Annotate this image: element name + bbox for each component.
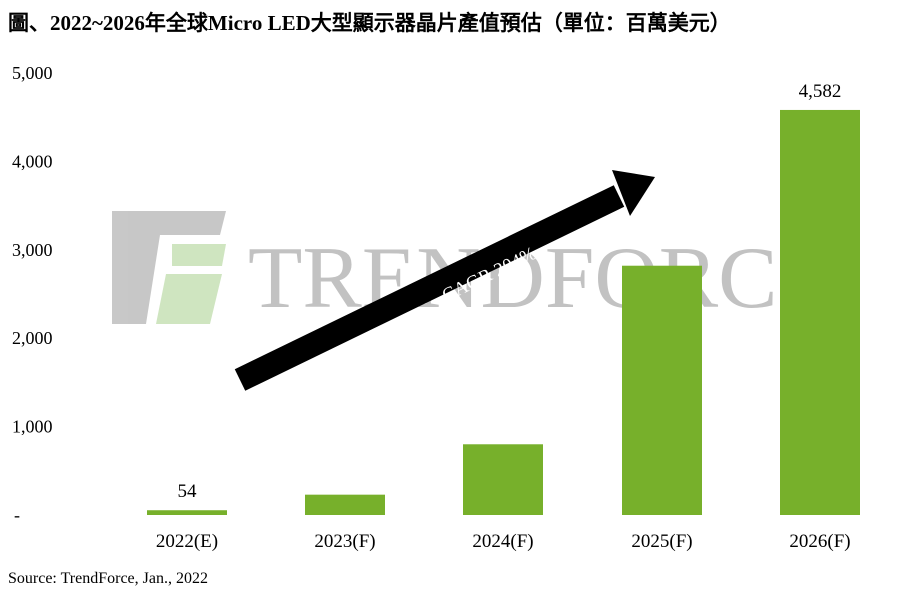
source-note: Source: TrendForce, Jan., 2022 bbox=[8, 570, 208, 587]
bar bbox=[622, 265, 702, 515]
chart-title: 圖、2022~2026年全球Micro LED大型顯示器晶片產值預估（單位：百萬… bbox=[8, 11, 731, 35]
x-tick-label: 2026(F) bbox=[789, 531, 850, 552]
bar bbox=[780, 109, 860, 515]
bar bbox=[147, 510, 227, 515]
y-tick-label: 3,000 bbox=[12, 240, 53, 260]
x-tick-label: 2024(F) bbox=[472, 531, 533, 552]
x-tick-label: 2025(F) bbox=[631, 531, 692, 552]
bar bbox=[305, 494, 385, 515]
data-label: 4,582 bbox=[799, 81, 842, 102]
data-labels: 54 4,582 bbox=[178, 81, 842, 502]
y-axis-tick-labels: - 1,000 2,000 3,000 4,000 5,000 bbox=[12, 63, 53, 525]
y-tick-label: - bbox=[14, 505, 20, 525]
x-tick-label: 2022(E) bbox=[156, 531, 218, 552]
y-tick-label: 2,000 bbox=[12, 328, 53, 348]
bars-group bbox=[147, 109, 860, 515]
x-axis-tick-labels: 2022(E) 2023(F) 2024(F) 2025(F) 2026(F) bbox=[156, 531, 851, 552]
x-tick-label: 2023(F) bbox=[314, 531, 375, 552]
y-tick-label: 5,000 bbox=[12, 63, 53, 83]
trendforce-logo-icon bbox=[112, 211, 226, 324]
y-tick-label: 1,000 bbox=[12, 417, 53, 437]
trend-arrow-icon bbox=[234, 170, 655, 391]
bar bbox=[463, 444, 543, 515]
data-label: 54 bbox=[178, 481, 198, 502]
y-tick-label: 4,000 bbox=[12, 151, 53, 171]
